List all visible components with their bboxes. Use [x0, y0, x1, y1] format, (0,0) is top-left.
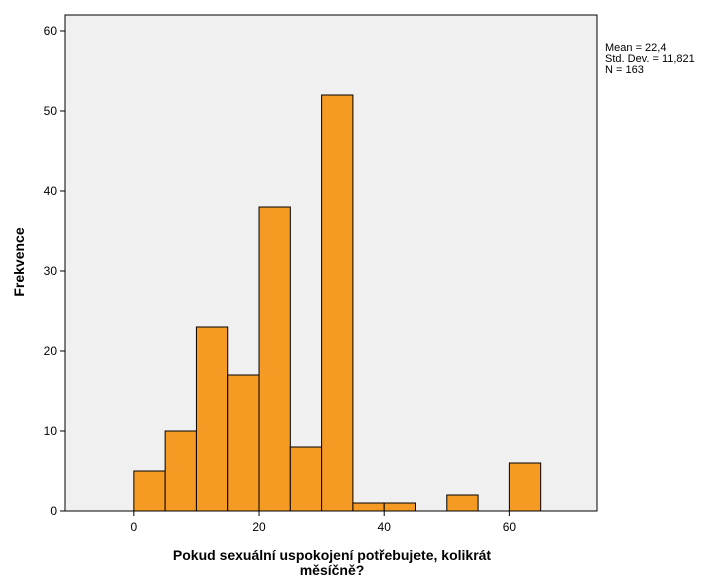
histogram-bar-50-55: [446, 494, 479, 512]
histogram-bar-0-5: [133, 470, 166, 512]
histogram-bar-40-45: [383, 502, 416, 512]
x-tick-label: 20: [252, 520, 266, 534]
histogram-bar-25-30: [289, 446, 323, 512]
y-tick-label: 30: [44, 264, 58, 278]
x-tick-label: 40: [378, 520, 392, 534]
y-tick-label: 20: [44, 344, 58, 358]
histogram-bar-5-10: [164, 430, 197, 512]
y-tick-label: 50: [44, 104, 58, 118]
histogram-bar-35-40: [352, 502, 385, 512]
histogram-bar-20-25: [258, 206, 291, 512]
stat-std-dev: Std. Dev. = 11,821: [605, 53, 695, 65]
x-axis-title-line-2: měsíčně?: [300, 562, 365, 578]
stat-mean: Mean = 22,4: [605, 42, 666, 54]
y-tick-label: 60: [44, 24, 58, 38]
x-tick-label: 60: [503, 520, 517, 534]
y-tick-label: 10: [44, 424, 58, 438]
histogram-bar-60-65: [508, 462, 542, 512]
x-axis: 0 20 40 60: [131, 511, 517, 534]
histogram-bar-30-35: [321, 94, 354, 512]
histogram-bar-10-15: [195, 326, 229, 512]
x-tick-label: 0: [131, 520, 138, 534]
stats-box: Mean = 22,4 Std. Dev. = 11,821 N = 163: [605, 42, 695, 76]
y-axis-title: Frekvence: [11, 227, 27, 296]
stat-n: N = 163: [605, 64, 644, 76]
bars-group: [133, 94, 542, 512]
x-axis-title-line-1: Pokud sexuální uspokojení potřebujete, k…: [173, 547, 492, 563]
histogram-bar-15-20: [227, 374, 260, 512]
y-tick-label: 0: [50, 504, 57, 518]
y-axis: 0 10 20 30 40 50 60: [44, 24, 65, 518]
y-tick-label: 40: [44, 184, 58, 198]
